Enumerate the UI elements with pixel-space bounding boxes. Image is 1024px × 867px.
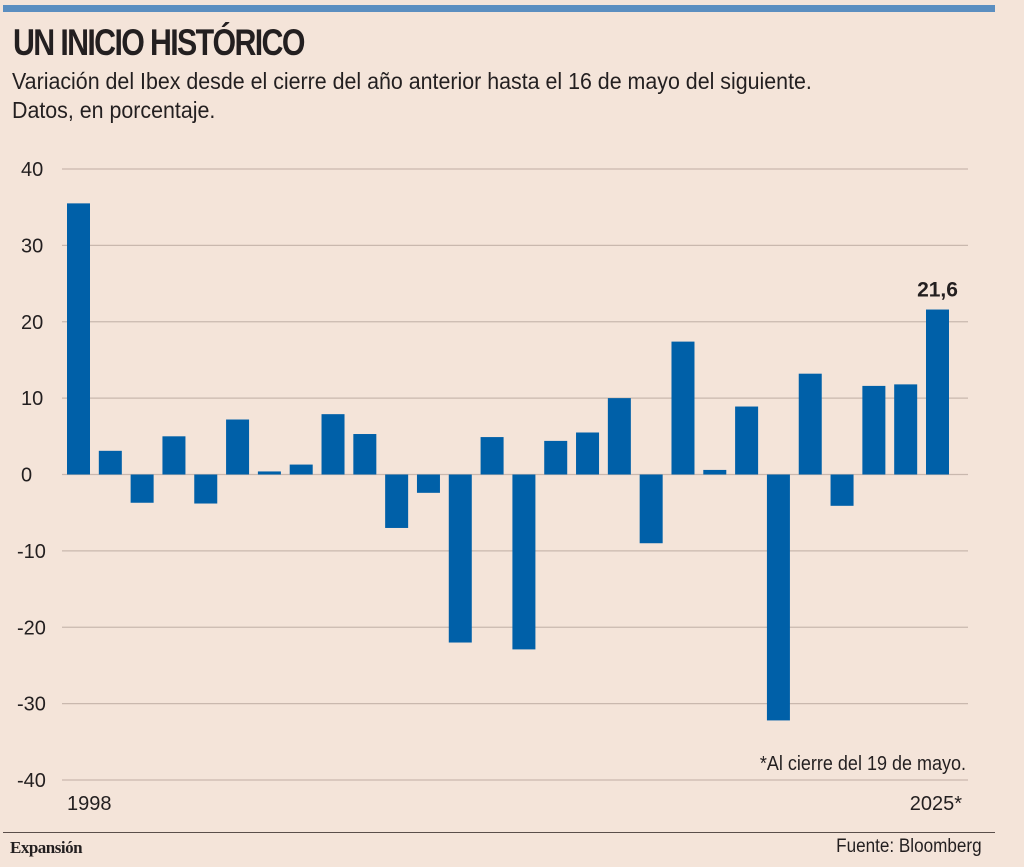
bar-1999 — [98, 450, 122, 475]
bars — [67, 203, 949, 721]
top-accent-bar — [3, 5, 995, 12]
bar-1998 — [67, 203, 90, 475]
bar-2019 — [735, 406, 759, 475]
bar-2020 — [766, 474, 790, 721]
y-tick-label: -10 — [17, 541, 46, 563]
bar-2003 — [226, 419, 250, 475]
bar-2023 — [862, 385, 886, 475]
subtitle-line-1: Variación del Ibex desde el cierre del a… — [12, 68, 812, 94]
y-tick-label: 10 — [21, 388, 43, 410]
bar-2013 — [544, 440, 568, 475]
subtitle-line-2: Datos, en porcentaje. — [12, 97, 216, 123]
y-tick-label: -40 — [17, 770, 46, 792]
bar-2022 — [830, 474, 854, 506]
y-tick-label: 0 — [21, 465, 32, 487]
chart-title: UN INICIO HISTÓRICO — [13, 22, 305, 63]
bar-2010 — [448, 474, 472, 643]
bar-2011 — [480, 437, 504, 475]
y-tick-label: 30 — [21, 235, 43, 257]
data-label-2025*: 21,6 — [917, 279, 958, 302]
y-tick-label: 40 — [21, 159, 43, 181]
bar-2002 — [194, 474, 218, 504]
bar-2025* — [926, 309, 949, 475]
bar-2004 — [257, 471, 281, 475]
bar-2018 — [703, 469, 727, 475]
source-credit: Fuente: Bloomberg — [836, 836, 982, 857]
bar-2007 — [353, 434, 377, 475]
bar-2021 — [798, 373, 822, 475]
bar-2012 — [512, 474, 536, 650]
bar-2009 — [416, 474, 440, 493]
y-tick-label: -20 — [17, 617, 46, 639]
footer-divider — [3, 832, 995, 833]
bar-2024 — [894, 384, 918, 475]
bar-2000 — [130, 474, 154, 503]
bar-2015 — [607, 398, 631, 475]
y-tick-label: -30 — [17, 694, 46, 716]
y-axis-ticks: 40 30 20 10 0 -10 -20 -30 -40 — [17, 159, 46, 792]
bar-2017 — [671, 341, 695, 475]
footnote: *Al cierre del 19 de mayo. — [759, 753, 966, 775]
bar-2014 — [576, 432, 600, 475]
bar-2001 — [162, 436, 186, 475]
bar-2006 — [321, 414, 345, 475]
bar-2008 — [385, 474, 409, 528]
bar-2016 — [639, 474, 663, 544]
x-tick-label-first: 1998 — [67, 793, 112, 815]
x-tick-label-last: 2025* — [910, 793, 962, 815]
bar-2005 — [289, 464, 313, 475]
brand-logo: Expansión — [10, 838, 83, 857]
chart-subtitle: Variación del Ibex desde el cierre del a… — [12, 67, 812, 125]
y-tick-label: 20 — [21, 312, 43, 334]
data-labels: 21,6 — [917, 279, 958, 302]
